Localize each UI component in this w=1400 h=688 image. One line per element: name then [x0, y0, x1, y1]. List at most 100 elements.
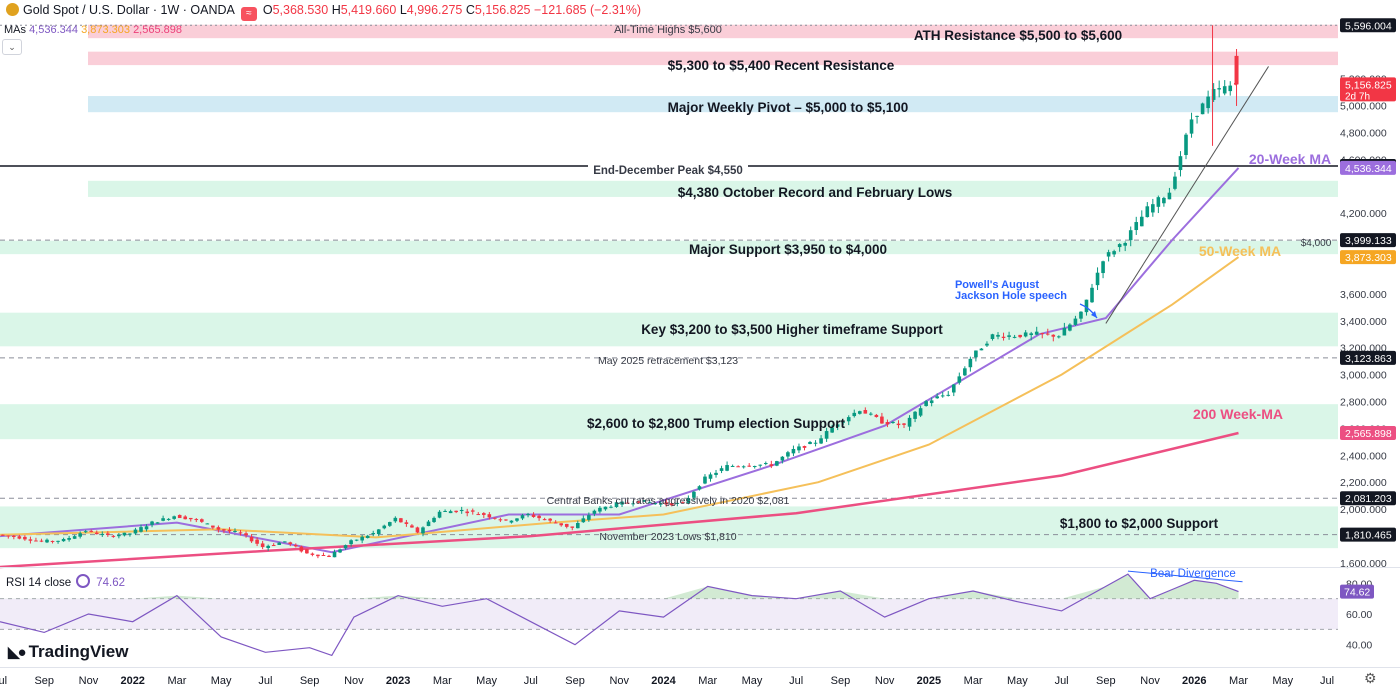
candle[interactable] [1018, 334, 1022, 338]
candle[interactable] [426, 521, 431, 527]
candle[interactable] [675, 502, 680, 504]
compare-icon[interactable]: ≈ [240, 7, 257, 21]
candle[interactable] [620, 501, 624, 505]
candle[interactable] [1040, 333, 1045, 335]
candle[interactable] [56, 540, 60, 542]
candle[interactable] [459, 509, 464, 512]
candle[interactable] [1112, 251, 1116, 255]
candle[interactable] [1117, 244, 1122, 248]
candle[interactable] [155, 522, 160, 524]
candle[interactable] [205, 523, 210, 525]
candle[interactable] [730, 465, 735, 467]
candle[interactable] [365, 535, 370, 539]
candle[interactable] [575, 523, 580, 529]
candle[interactable] [1057, 336, 1061, 338]
candle[interactable] [1073, 318, 1078, 325]
candle[interactable] [1145, 206, 1150, 218]
candle[interactable] [0, 534, 5, 536]
candle[interactable] [515, 518, 519, 521]
candle[interactable] [410, 525, 414, 528]
candle[interactable] [553, 522, 558, 524]
candle[interactable] [703, 476, 707, 484]
candle[interactable] [415, 527, 420, 533]
candle[interactable] [316, 554, 320, 557]
candle[interactable] [244, 533, 248, 536]
candle[interactable] [399, 518, 403, 523]
candle[interactable] [614, 502, 619, 508]
candle[interactable] [885, 422, 890, 425]
candle[interactable] [271, 545, 276, 547]
candle[interactable] [78, 533, 82, 537]
candle[interactable] [233, 530, 237, 532]
candle[interactable] [122, 532, 127, 536]
candle[interactable] [531, 514, 536, 517]
rsi-line[interactable] [0, 573, 1239, 657]
candle[interactable] [603, 506, 608, 510]
candle[interactable] [39, 540, 44, 542]
candle[interactable] [404, 522, 409, 524]
candle[interactable] [465, 511, 470, 514]
candle[interactable] [1178, 156, 1183, 171]
gear-icon[interactable]: ⚙ [1364, 670, 1377, 686]
candle[interactable] [863, 410, 868, 414]
candle[interactable] [321, 555, 326, 557]
candle[interactable] [100, 533, 105, 535]
candle[interactable] [238, 532, 243, 534]
candle[interactable] [940, 395, 945, 397]
candle[interactable] [299, 546, 304, 552]
candle[interactable] [929, 400, 934, 404]
candle[interactable] [664, 502, 669, 505]
candle[interactable] [747, 465, 752, 467]
candle[interactable] [360, 536, 364, 541]
tradingview-logo[interactable]: ◣● TradingView [8, 642, 128, 662]
candle[interactable] [686, 498, 691, 504]
candle[interactable] [985, 343, 989, 346]
candle[interactable] [719, 468, 724, 471]
candle[interactable] [106, 533, 110, 535]
candle[interactable] [188, 517, 193, 520]
candle[interactable] [918, 408, 923, 416]
candle[interactable] [83, 531, 88, 533]
candle[interactable] [896, 423, 901, 426]
candle[interactable] [249, 536, 254, 542]
candle[interactable] [183, 516, 188, 520]
trendline[interactable] [1105, 66, 1269, 324]
candle[interactable] [979, 348, 984, 351]
candle[interactable] [470, 510, 475, 512]
candle[interactable] [50, 540, 55, 542]
candle[interactable] [111, 535, 116, 537]
candle[interactable] [211, 525, 215, 528]
candle[interactable] [1023, 332, 1028, 337]
rsi-legend[interactable]: RSI 14 close 74.62 [6, 574, 125, 589]
candle[interactable] [443, 510, 447, 512]
candle[interactable] [1134, 222, 1139, 231]
candle[interactable] [708, 474, 713, 479]
chevron-down-icon[interactable]: ⌄ [2, 39, 22, 55]
candle[interactable] [841, 421, 845, 423]
candle[interactable] [835, 424, 840, 427]
candle[interactable] [526, 513, 530, 515]
candle[interactable] [448, 511, 453, 514]
candle[interactable] [752, 466, 757, 468]
candle[interactable] [1151, 204, 1155, 213]
ma-line-200-week-ma[interactable] [0, 431, 1239, 569]
candle[interactable] [94, 532, 99, 535]
candle[interactable] [924, 401, 928, 407]
candle[interactable] [609, 506, 613, 508]
candle[interactable] [310, 553, 315, 555]
candle[interactable] [913, 411, 917, 419]
candle[interactable] [150, 521, 154, 525]
candle[interactable] [28, 539, 33, 541]
candle[interactable] [647, 502, 652, 504]
candle[interactable] [34, 540, 38, 542]
candle[interactable] [780, 456, 785, 461]
candle[interactable] [974, 350, 978, 358]
candle[interactable] [857, 411, 862, 414]
candle[interactable] [498, 519, 503, 521]
candle[interactable] [1051, 334, 1056, 337]
candle[interactable] [658, 503, 663, 505]
candle[interactable] [769, 464, 774, 467]
candle[interactable] [935, 396, 939, 399]
candle[interactable] [144, 526, 149, 530]
candle[interactable] [89, 530, 94, 532]
